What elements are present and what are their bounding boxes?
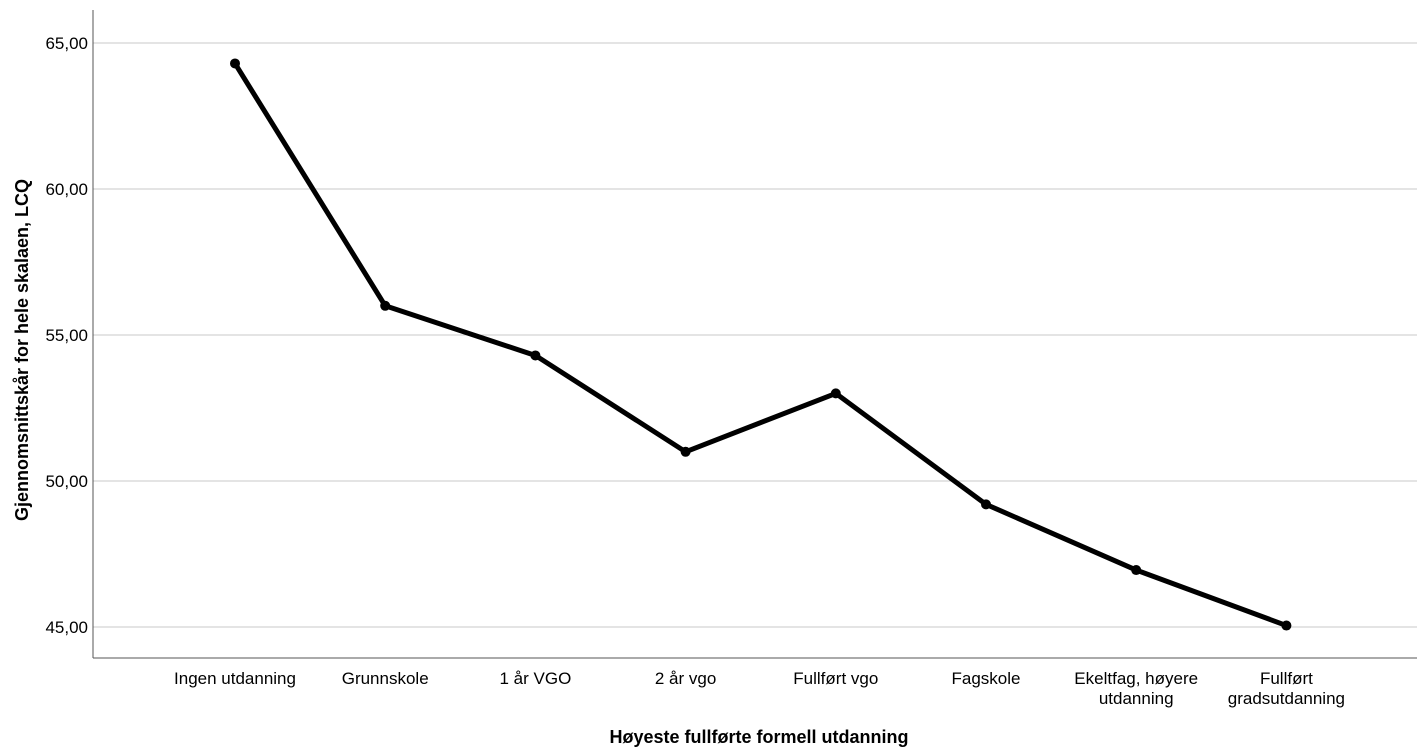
x-tick-labels: Ingen utdanning Grunnskole 1 år VGO 2 år vg… <box>174 669 1345 708</box>
axes <box>92 10 1417 659</box>
x-tick-label: 1 år VGO <box>499 669 571 688</box>
x-tick-label: Fullført vgo <box>793 669 878 688</box>
data-point <box>1281 620 1292 631</box>
data-point <box>380 300 391 311</box>
y-tick-label: 65,00 <box>45 34 88 53</box>
x-tick-label: Fullført gradsutdanning <box>1228 669 1345 708</box>
x-tick-label: Grunnskole <box>342 669 429 688</box>
x-tick-label-line: Fagskole <box>952 669 1021 688</box>
data-point <box>530 350 541 361</box>
y-tick-label: 45,00 <box>45 618 88 637</box>
x-tick-label-line: Grunnskole <box>342 669 429 688</box>
x-tick-label-line: gradsutdanning <box>1228 689 1345 708</box>
x-axis-title: Høyeste fullførte formell utdanning <box>609 727 908 747</box>
data-point <box>680 446 691 457</box>
series-line <box>232 60 1289 629</box>
data-point <box>1131 565 1142 576</box>
x-tick-label-line: 1 år VGO <box>499 669 571 688</box>
x-tick-label: Fagskole <box>952 669 1021 688</box>
y-tick-label: 60,00 <box>45 180 88 199</box>
y-tick-label: 50,00 <box>45 472 88 491</box>
gridlines <box>93 42 1417 628</box>
y-tick-labels: 45,00 50,00 55,00 60,00 65,00 <box>45 34 88 637</box>
x-tick-label-line: Ekeltfag, høyere <box>1074 669 1198 688</box>
x-tick-label: Ingen utdanning <box>174 669 296 688</box>
x-tick-label-line: Fullført vgo <box>793 669 878 688</box>
data-point <box>830 388 841 399</box>
x-tick-label-line: Ingen utdanning <box>174 669 296 688</box>
data-point <box>981 499 991 510</box>
x-tick-label: Ekeltfag, høyere utdanning <box>1074 669 1198 708</box>
series <box>230 58 1292 631</box>
x-tick-label-line: Fullført <box>1260 669 1313 688</box>
data-point <box>230 58 240 69</box>
x-tick-label-line: 2 år vgo <box>655 669 716 688</box>
y-axis-title: Gjennomsnittskår for hele skalaen, LCQ <box>12 179 32 521</box>
x-tick-label-line: utdanning <box>1099 689 1174 708</box>
y-tick-label: 55,00 <box>45 326 88 345</box>
x-tick-label: 2 år vgo <box>655 669 716 688</box>
